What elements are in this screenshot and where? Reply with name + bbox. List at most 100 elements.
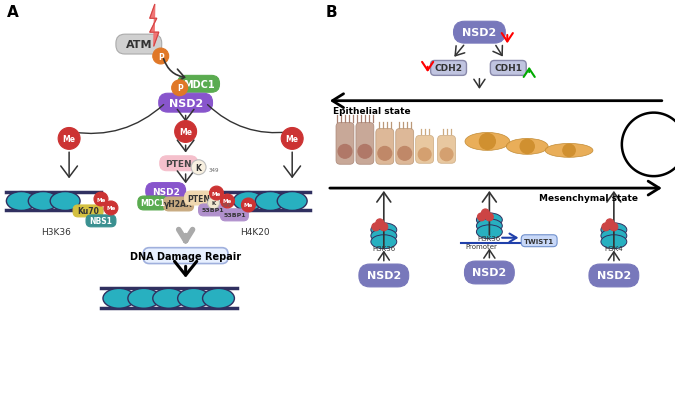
Text: K: K (195, 163, 201, 172)
Ellipse shape (601, 235, 627, 249)
Text: 349: 349 (208, 168, 219, 173)
Circle shape (358, 145, 372, 159)
Text: Me: Me (286, 135, 299, 144)
Ellipse shape (28, 192, 58, 211)
Circle shape (563, 145, 575, 157)
Ellipse shape (506, 139, 548, 155)
Text: 53BP1: 53BP1 (223, 213, 246, 218)
FancyBboxPatch shape (86, 215, 116, 227)
FancyBboxPatch shape (185, 192, 212, 205)
Text: Me: Me (106, 206, 116, 211)
Circle shape (338, 145, 352, 159)
Text: PTEN: PTEN (166, 159, 192, 168)
FancyBboxPatch shape (178, 76, 220, 93)
Text: Me: Me (223, 199, 232, 204)
Text: CDH1: CDH1 (494, 64, 523, 73)
Circle shape (479, 134, 496, 150)
Circle shape (610, 223, 618, 231)
Ellipse shape (371, 235, 397, 249)
Text: A: A (7, 5, 19, 20)
Circle shape (481, 209, 489, 217)
Circle shape (241, 198, 256, 213)
Circle shape (174, 121, 197, 143)
FancyBboxPatch shape (416, 136, 433, 164)
Ellipse shape (50, 192, 80, 211)
FancyBboxPatch shape (464, 261, 514, 284)
Text: K: K (212, 201, 216, 206)
Text: Ku70: Ku70 (77, 207, 99, 216)
Ellipse shape (601, 223, 627, 237)
Ellipse shape (128, 289, 160, 308)
Ellipse shape (477, 225, 502, 239)
Text: Mesenchymal state: Mesenchymal state (539, 194, 638, 203)
Text: NSD2: NSD2 (366, 271, 401, 281)
Text: NSD2: NSD2 (473, 268, 506, 278)
Circle shape (191, 160, 206, 175)
Text: DNA Damage Repair: DNA Damage Repair (130, 251, 241, 261)
Text: Me: Me (244, 203, 253, 208)
Ellipse shape (465, 133, 510, 151)
Circle shape (376, 219, 384, 227)
Ellipse shape (203, 289, 235, 308)
Ellipse shape (233, 192, 264, 211)
Circle shape (380, 223, 388, 231)
Circle shape (418, 148, 431, 161)
Ellipse shape (371, 223, 397, 237)
Text: Me: Me (212, 191, 221, 196)
Text: Me: Me (97, 197, 105, 202)
FancyBboxPatch shape (146, 183, 186, 200)
FancyBboxPatch shape (359, 264, 409, 287)
Text: NSD2: NSD2 (152, 187, 180, 196)
Text: Epithelial state: Epithelial state (333, 106, 410, 115)
Text: H3K36: H3K36 (478, 235, 501, 241)
FancyBboxPatch shape (454, 22, 505, 44)
Ellipse shape (545, 144, 593, 158)
Ellipse shape (103, 289, 135, 308)
Text: H3K4: H3K4 (604, 245, 623, 251)
Ellipse shape (6, 192, 37, 211)
Text: P: P (177, 84, 183, 93)
Circle shape (172, 81, 188, 97)
Circle shape (440, 148, 453, 161)
Circle shape (104, 201, 118, 215)
Text: NSD2: NSD2 (462, 28, 497, 38)
Circle shape (210, 186, 224, 200)
Circle shape (372, 223, 380, 231)
FancyBboxPatch shape (336, 123, 354, 165)
Circle shape (58, 128, 80, 150)
Circle shape (397, 147, 412, 161)
Circle shape (94, 192, 108, 207)
FancyBboxPatch shape (376, 129, 393, 165)
Circle shape (153, 49, 169, 65)
Ellipse shape (178, 289, 210, 308)
Text: Me: Me (179, 128, 192, 137)
FancyBboxPatch shape (437, 136, 456, 164)
FancyBboxPatch shape (199, 205, 226, 217)
Text: NBS1: NBS1 (89, 217, 112, 226)
Text: TWIST1: TWIST1 (524, 238, 554, 244)
Text: PTEN: PTEN (187, 194, 210, 203)
Ellipse shape (256, 192, 285, 211)
Ellipse shape (477, 219, 502, 233)
Ellipse shape (477, 213, 502, 227)
Text: Promoter: Promoter (466, 243, 498, 249)
Text: P: P (158, 53, 164, 61)
Text: ATM: ATM (126, 40, 152, 50)
Circle shape (220, 194, 235, 209)
FancyBboxPatch shape (143, 248, 228, 264)
FancyBboxPatch shape (395, 129, 414, 165)
Text: γH2AX: γH2AX (164, 200, 193, 209)
FancyBboxPatch shape (160, 156, 197, 171)
Text: NSD2: NSD2 (168, 98, 203, 108)
Text: H3K36: H3K36 (372, 245, 395, 251)
Circle shape (378, 147, 392, 161)
Polygon shape (150, 5, 159, 47)
Circle shape (281, 128, 303, 150)
FancyBboxPatch shape (490, 61, 526, 76)
Text: NSD2: NSD2 (597, 271, 631, 281)
Text: 53BP1: 53BP1 (201, 208, 224, 213)
FancyBboxPatch shape (589, 264, 639, 287)
Circle shape (208, 198, 220, 209)
FancyBboxPatch shape (521, 235, 557, 247)
FancyBboxPatch shape (138, 196, 168, 211)
